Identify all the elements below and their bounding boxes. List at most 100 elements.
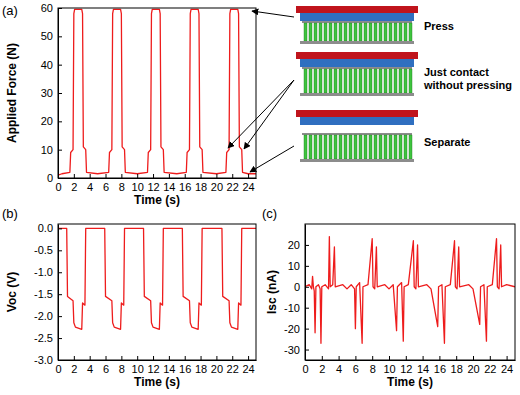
y-axis: -30-20-1001020 — [284, 225, 309, 361]
data-line — [305, 237, 515, 344]
x-tick-mark — [232, 356, 233, 360]
x-tick-label: 22 — [484, 363, 496, 375]
substrate — [300, 159, 414, 162]
x-tick-mark — [232, 174, 233, 178]
pillar — [389, 23, 392, 41]
y-tick-label: -2.5 — [34, 332, 53, 344]
x-tick-label: 24 — [242, 181, 254, 193]
x-tick: 8 — [119, 356, 125, 375]
x-tick: 6 — [353, 356, 359, 375]
pillar — [309, 135, 312, 159]
x-tick-mark — [121, 174, 122, 178]
x-tick-label: 12 — [147, 363, 159, 375]
y-tick: -30 — [284, 344, 309, 356]
plot-area — [305, 237, 515, 344]
y-tick-label: 50 — [41, 30, 53, 42]
x-tick-label: 16 — [179, 363, 191, 375]
pillar — [324, 69, 327, 93]
x-axis-title: Time (s) — [134, 375, 180, 389]
y-tick: 60 — [41, 2, 62, 14]
x-tick-label: 24 — [501, 363, 513, 375]
y-tick: -1.5 — [34, 288, 62, 300]
pillar — [374, 69, 377, 93]
pillar — [359, 69, 362, 93]
plot-frame — [305, 224, 515, 360]
pillar — [324, 135, 327, 159]
x-tick-label: 6 — [103, 181, 109, 193]
figure-svg: 0246810121416182022240102030405060(a)Tim… — [0, 0, 520, 395]
pillar — [379, 23, 382, 41]
x-tick-label: 14 — [163, 363, 175, 375]
x-tick-label: 22 — [227, 363, 239, 375]
pillar — [304, 135, 307, 159]
x-tick-mark — [248, 174, 249, 178]
x-tick: 24 — [501, 356, 513, 375]
pillar — [379, 135, 382, 159]
x-tick: 18 — [195, 356, 207, 375]
pillar — [404, 69, 407, 93]
y-tick-mark — [58, 65, 62, 66]
x-tick: 12 — [147, 174, 159, 193]
y-tick-mark — [305, 329, 309, 330]
plot-frame — [58, 224, 256, 360]
x-tick: 14 — [163, 174, 175, 193]
pillar — [399, 135, 402, 159]
x-tick-mark — [423, 356, 424, 360]
y-tick: 10 — [41, 144, 62, 156]
x-tick: 16 — [179, 174, 191, 193]
x-tick: 2 — [319, 356, 325, 375]
x-tick-label: 2 — [71, 363, 77, 375]
y-tick-mark — [58, 272, 62, 273]
x-tick-label: 0 — [55, 363, 61, 375]
y-axis: 0102030405060 — [41, 2, 62, 184]
x-tick: 20 — [211, 356, 223, 375]
x-tick-mark — [121, 356, 122, 360]
pillar — [374, 135, 377, 159]
pillar — [369, 69, 372, 93]
x-tick: 18 — [451, 356, 463, 375]
schematic: Press — [252, 6, 454, 44]
x-tick-label: 10 — [383, 363, 395, 375]
x-tick-mark — [201, 356, 202, 360]
pillar — [374, 23, 377, 41]
x-tick-label: 4 — [87, 363, 93, 375]
y-axis: -3.0-2.5-2.0-1.5-1.0-0.50.0 — [34, 222, 62, 366]
x-tick-label: 16 — [179, 181, 191, 193]
y-tick-label: 20 — [288, 239, 300, 251]
pillar — [394, 135, 397, 159]
x-tick-label: 8 — [119, 363, 125, 375]
y-tick: -3.0 — [34, 354, 62, 366]
panel-label: (c) — [262, 206, 277, 221]
pillar — [404, 135, 407, 159]
y-tick-mark — [305, 308, 309, 309]
x-tick-mark — [456, 356, 457, 360]
pillar — [354, 135, 357, 159]
annotation-arrow — [244, 80, 294, 149]
top-electrode — [296, 110, 418, 117]
x-tick-label: 20 — [211, 363, 223, 375]
figure: 0246810121416182022240102030405060(a)Tim… — [0, 0, 520, 395]
plot-frame — [58, 8, 256, 178]
pillar — [314, 23, 317, 41]
annotation-arrow — [250, 146, 294, 172]
pillar — [359, 135, 362, 159]
y-tick-label: 0 — [47, 172, 53, 184]
pillar — [369, 135, 372, 159]
x-tick-mark — [153, 174, 154, 178]
y-tick-mark — [58, 250, 62, 251]
x-tick-label: 0 — [55, 181, 61, 193]
pillar — [309, 23, 312, 41]
annotation-label: without pressing — [423, 79, 512, 91]
x-tick-mark — [473, 356, 474, 360]
x-tick-mark — [216, 356, 217, 360]
x-tick-mark — [389, 356, 390, 360]
y-tick: 30 — [41, 87, 62, 99]
x-tick-label: 6 — [353, 363, 359, 375]
x-tick-mark — [137, 174, 138, 178]
x-tick-mark — [169, 356, 170, 360]
y-axis-line — [58, 225, 59, 361]
x-tick-mark — [185, 356, 186, 360]
pillar-top-sheet — [302, 67, 412, 69]
pillar — [399, 69, 402, 93]
annotation-label: Separate — [424, 136, 470, 148]
